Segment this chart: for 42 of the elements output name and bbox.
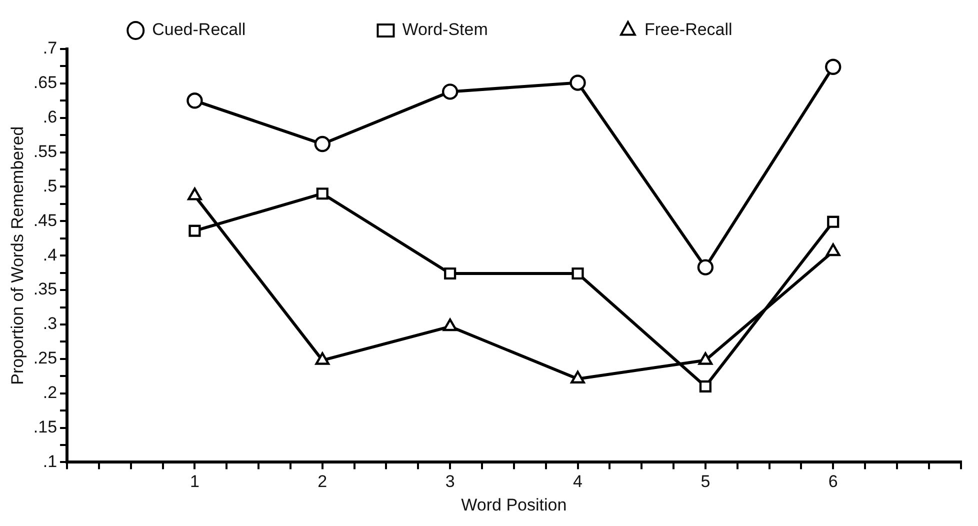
- point: [698, 352, 713, 365]
- y-tick-label: .3: [42, 314, 58, 334]
- x-tick-label: 2: [318, 472, 328, 492]
- point: [314, 136, 330, 152]
- point: [444, 267, 456, 280]
- legend-label: Word-Stem: [402, 20, 606, 40]
- point: [825, 58, 842, 76]
- y-tick-label: .35: [33, 280, 58, 299]
- y-tick-label: .65: [33, 73, 58, 92]
- legend-label: Free-Recall: [644, 20, 850, 40]
- x-tick-label: 6: [828, 472, 838, 492]
- x-tick-label: 3: [445, 472, 455, 492]
- point: [570, 370, 585, 384]
- point: [442, 84, 458, 100]
- y-tick-label: .7: [42, 38, 58, 58]
- x-tick-label: 4: [573, 472, 582, 492]
- point: [442, 318, 458, 332]
- point: [315, 352, 330, 365]
- y-tick-label: .4: [42, 245, 58, 264]
- point: [572, 267, 584, 280]
- point: [826, 243, 840, 256]
- y-tick-label: .5: [42, 176, 58, 196]
- point: [570, 74, 586, 91]
- y-tick-label: .1: [42, 452, 58, 471]
- x-axis-title: Word Position: [461, 495, 567, 514]
- x-tick-label: 5: [700, 472, 710, 492]
- y-axis-title: Proportion of Words Remembered: [8, 126, 27, 385]
- y-tick-label: .15: [33, 417, 58, 436]
- point: [699, 380, 712, 392]
- point: [316, 188, 328, 200]
- point: [697, 259, 714, 276]
- point: [188, 224, 201, 237]
- y-tick-label: .45: [33, 210, 58, 230]
- y-tick-label: .55: [33, 142, 58, 161]
- point: [827, 216, 840, 228]
- legend-label: Cued-Recall: [152, 20, 364, 40]
- y-tick-label: .25: [33, 348, 58, 368]
- y-tick-label: .2: [42, 383, 58, 402]
- point: [186, 92, 203, 109]
- y-tick-label: .6: [42, 108, 58, 127]
- x-tick-label: 1: [190, 472, 200, 492]
- point: [188, 188, 202, 200]
